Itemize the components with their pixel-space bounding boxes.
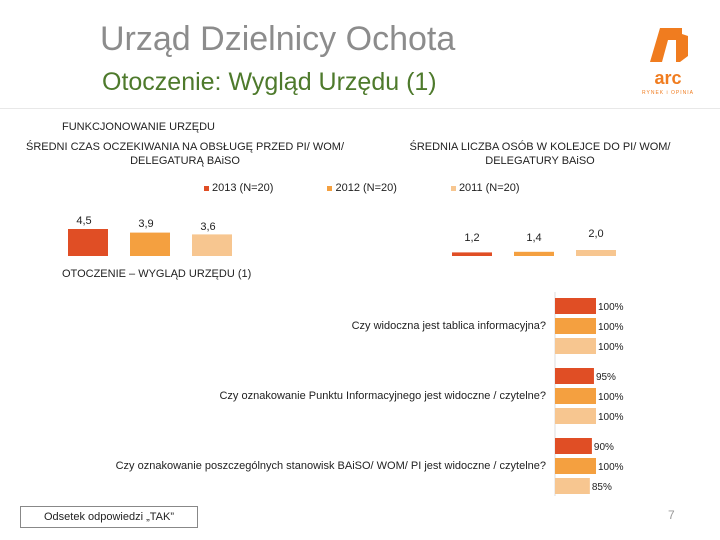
page-subtitle: Otoczenie: Wygląd Urzędu (1) (102, 68, 437, 96)
section-title-functioning: FUNKCJONOWANIE URZĘDU (62, 121, 215, 133)
chart-title-queue: ŚREDNIA LICZBA OSÓB W KOLEJCE DO PI/ WOM… (409, 141, 671, 167)
arc-logo: arc (650, 28, 688, 88)
legend-swatch-2012 (327, 185, 333, 191)
section-title-appearance: OTOCZENIE – WYGLĄD URZĘDU (1) (62, 268, 252, 280)
bar-queue-2012 (514, 251, 554, 256)
legend-item-2013: 2013 (N=20) (204, 182, 273, 194)
value-label-wait-2011: 3,6 (200, 221, 215, 233)
bar-queue-2013 (452, 252, 492, 256)
value-label-queue-2012: 1,4 (526, 232, 541, 244)
value-label-board-2013: 100% (598, 302, 624, 313)
bar-board-2011 (555, 338, 596, 354)
bar-info-point-2013 (555, 368, 594, 384)
value-label-stations-2011: 85% (592, 482, 612, 493)
page-title: Urząd Dzielnicy Ochota (100, 20, 456, 58)
category-label-stations: Czy oznakowanie poszczególnych stanowisk… (115, 460, 546, 472)
bar-wait-2011 (192, 234, 232, 256)
value-label-board-2011: 100% (598, 342, 624, 353)
bar-queue-2011 (576, 250, 616, 256)
legend-label-2011: 2011 (N=20) (458, 182, 520, 194)
bar-wait-2013 (68, 229, 108, 256)
bar-stations-2013 (555, 438, 592, 454)
value-label-info-point-2011: 100% (598, 412, 624, 423)
chart-title-wait-time: ŚREDNI CZAS OCZEKIWANIA NA OBSŁUGĘ PRZED… (25, 141, 345, 167)
bar-board-2013 (555, 298, 596, 314)
value-label-info-point-2013: 95% (596, 372, 616, 383)
value-label-info-point-2012: 100% (598, 392, 624, 403)
bar-stations-2011 (555, 478, 590, 494)
bar-info-point-2011 (555, 408, 596, 424)
value-label-wait-2012: 3,9 (138, 218, 153, 230)
value-label-queue-2011: 2,0 (588, 228, 603, 240)
legend-label-2013: 2013 (N=20) (212, 182, 274, 194)
legend-swatch-2013 (204, 185, 209, 191)
footnote-box: Odsetek odpowiedzi „TAK” (20, 506, 198, 528)
category-label-board: Czy widoczna jest tablica informacyjna? (351, 320, 546, 332)
bar-board-2012 (555, 318, 596, 334)
value-label-wait-2013: 4,5 (76, 215, 91, 227)
value-label-board-2012: 100% (598, 322, 624, 333)
value-label-stations-2013: 90% (594, 442, 614, 453)
value-label-queue-2013: 1,2 (464, 232, 479, 244)
bar-stations-2012 (555, 458, 596, 474)
header-divider (0, 108, 720, 109)
legend-label-2012: 2012 (N=20) (335, 182, 397, 194)
page-number: 7 (668, 508, 675, 522)
logo-subtext: RYNEK i OPINIA (642, 90, 694, 96)
bar-wait-2012 (130, 232, 170, 256)
logo-text: arc (654, 68, 681, 88)
legend-item-2011: 2011 (N=20) (450, 182, 520, 194)
legend: 2013 (N=20) 2012 (N=20) 2011 (N=20) (204, 182, 520, 194)
bar-info-point-2012 (555, 388, 596, 404)
category-label-info-point: Czy oznakowanie Punktu Informacyjnego je… (219, 390, 546, 402)
legend-swatch-2011 (450, 185, 456, 191)
value-label-stations-2012: 100% (598, 462, 624, 473)
legend-item-2012: 2012 (N=20) (327, 182, 397, 194)
